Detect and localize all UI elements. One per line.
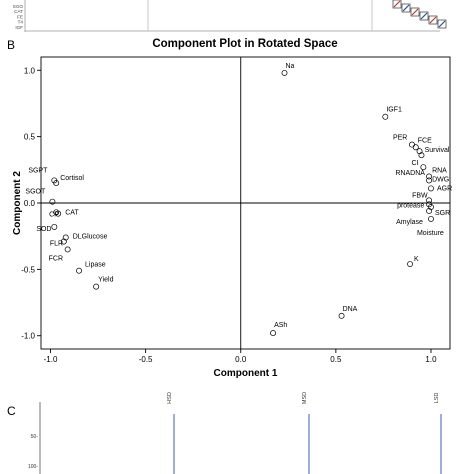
panel-c-series-label: LSD bbox=[434, 393, 440, 404]
data-point bbox=[338, 312, 345, 319]
data-point bbox=[426, 173, 433, 180]
point-label: CAT bbox=[65, 209, 79, 216]
top-strip-label: T4 bbox=[18, 20, 24, 25]
y-tick-label: -0.5 bbox=[21, 265, 35, 274]
point-label: SGOT bbox=[25, 189, 46, 196]
top-strip-swatch-hatch bbox=[438, 20, 446, 28]
data-point bbox=[62, 234, 69, 241]
data-point bbox=[55, 210, 62, 217]
point-label: SGR bbox=[435, 210, 450, 217]
point-label: FBW bbox=[412, 192, 428, 199]
x-tick-label: 1.0 bbox=[425, 355, 437, 364]
top-strip-label: CAT bbox=[14, 9, 23, 14]
point-label: IGF1 bbox=[386, 107, 402, 114]
data-point bbox=[412, 144, 419, 151]
data-point bbox=[426, 208, 433, 214]
point-label: protease bbox=[397, 202, 424, 209]
data-point bbox=[53, 209, 60, 216]
top-strip-label: FE bbox=[17, 14, 23, 19]
panel-letter-b: B bbox=[7, 38, 16, 52]
top-strip-swatch-hatch bbox=[393, 0, 401, 8]
data-point bbox=[428, 215, 434, 222]
data-point bbox=[426, 197, 433, 204]
point-label: SOD bbox=[36, 226, 51, 233]
data-point bbox=[270, 330, 277, 337]
data-point bbox=[426, 177, 433, 184]
point-label: K bbox=[414, 256, 419, 263]
top-strip-label: IGF bbox=[15, 25, 23, 30]
point-label: RNA bbox=[432, 167, 447, 174]
point-label: Amylase bbox=[396, 219, 423, 226]
point-label: PER bbox=[393, 135, 407, 142]
x-tick-label: -0.5 bbox=[139, 355, 153, 364]
data-point bbox=[420, 164, 427, 171]
x-tick-label: -1.0 bbox=[44, 355, 58, 364]
data-point bbox=[49, 198, 56, 205]
point-label: CP bbox=[49, 212, 59, 219]
data-point bbox=[60, 238, 67, 245]
data-point bbox=[93, 283, 100, 290]
y-axis-title: Component 2 bbox=[12, 171, 23, 235]
point-label: RNADNA bbox=[395, 170, 425, 177]
data-point bbox=[407, 261, 414, 268]
top-strip-swatch-hatch bbox=[411, 8, 419, 16]
top-strip-label: SGO bbox=[13, 4, 24, 9]
data-point bbox=[416, 148, 423, 155]
y-tick-label: -1.0 bbox=[21, 332, 35, 341]
point-label: DLGlucose bbox=[73, 234, 108, 241]
point-label: DNA bbox=[343, 306, 358, 313]
x-tick-label: 0.0 bbox=[235, 355, 247, 364]
point-label: Yield bbox=[98, 277, 113, 284]
x-tick-label: 0.5 bbox=[330, 355, 342, 364]
data-point bbox=[51, 223, 58, 230]
chart-title: Component Plot in Rotated Space bbox=[152, 38, 338, 50]
data-point bbox=[281, 69, 288, 76]
data-point bbox=[409, 141, 415, 148]
panel-c-series-label: MSD bbox=[302, 392, 308, 404]
data-point bbox=[76, 267, 82, 274]
data-point bbox=[53, 180, 60, 187]
point-label: CI bbox=[411, 160, 418, 167]
point-label: FCE bbox=[418, 137, 432, 144]
panel-c-y-tick-label: 100- bbox=[28, 464, 38, 470]
point-label: Survival bbox=[425, 147, 450, 154]
point-label: SGPT bbox=[28, 167, 48, 174]
data-point bbox=[418, 152, 425, 159]
panel-c-series-label: HSD bbox=[167, 392, 173, 404]
point-label: FCR bbox=[49, 255, 63, 262]
point-label: Cortisol bbox=[60, 175, 84, 182]
panel-letter-c: C bbox=[7, 404, 16, 418]
top-strip-swatch-hatch bbox=[429, 16, 437, 24]
data-point bbox=[428, 185, 434, 192]
x-axis-title: Component 1 bbox=[214, 368, 278, 379]
data-point bbox=[64, 246, 71, 253]
point-label: DWG bbox=[432, 176, 449, 183]
top-strip-swatch-hatch bbox=[402, 4, 410, 12]
point-label: Lipase bbox=[85, 262, 106, 269]
y-tick-label: 1.0 bbox=[24, 66, 36, 75]
top-strip-swatch-hatch bbox=[420, 12, 428, 20]
data-point bbox=[426, 201, 433, 208]
point-label: Moisture bbox=[417, 230, 444, 237]
point-label: Na bbox=[285, 63, 294, 70]
point-label: ASh bbox=[274, 322, 287, 329]
point-label: AGR bbox=[437, 185, 452, 192]
y-tick-label: 0.5 bbox=[24, 133, 36, 142]
y-tick-label: 0.0 bbox=[24, 199, 36, 208]
point-label: FLR bbox=[50, 240, 63, 247]
data-point bbox=[382, 113, 389, 120]
panel-c-y-tick-label: 50- bbox=[31, 434, 39, 440]
